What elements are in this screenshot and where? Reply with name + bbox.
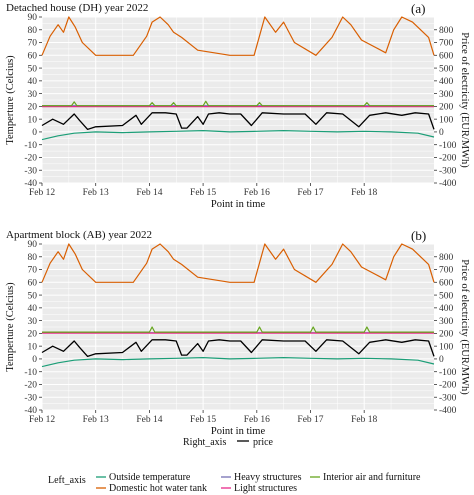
tick-label-right: -200	[439, 381, 457, 391]
tick-label-right: -100	[439, 141, 457, 151]
tick-label-x: Feb 12	[29, 415, 55, 425]
legend-right-axis-title: Right_axis	[183, 437, 226, 448]
legend-light-label: Light structures	[234, 483, 297, 494]
series-line-dhw	[41, 16, 435, 56]
y-axis-label-right: Price of electricity (EUR/MWh)	[459, 32, 470, 168]
legend-left-axis-title: Left_axis	[48, 475, 86, 486]
tick-label-left: -40	[24, 406, 37, 416]
legend-price-label: price	[253, 437, 274, 448]
tick-label-left: 90	[28, 240, 38, 250]
tick-label-x: Feb 18	[351, 188, 377, 198]
tick-label-left: 20	[28, 103, 38, 113]
tick-label-left: 0	[32, 355, 37, 365]
tick-label-right: -100	[439, 368, 457, 378]
tick-label-right: 0	[439, 128, 444, 138]
tick-label-right: 400	[439, 304, 454, 314]
tick-label-left: -20	[24, 154, 37, 164]
tick-label-right: 400	[439, 77, 454, 87]
tick-label-x: Feb 15	[190, 415, 216, 425]
tick-label-x: Feb 14	[136, 415, 162, 425]
tick-label-left: 90	[28, 13, 38, 23]
tick-label-right: 0	[439, 355, 444, 365]
tick-label-right: -200	[439, 154, 457, 164]
series-line-dhw	[41, 243, 435, 283]
tick-label-x: Feb 16	[244, 188, 270, 198]
tick-label-right: 200	[439, 330, 454, 340]
tick-label-right: -300	[439, 393, 457, 403]
tick-label-left: 70	[28, 39, 38, 49]
tick-label-left: 50	[28, 64, 38, 74]
legend-dhw-label: Domestic hot water tank	[109, 483, 207, 494]
tick-label-left: 60	[28, 52, 38, 62]
tick-label-x: Feb 15	[190, 188, 216, 198]
tick-label-x: Feb 14	[136, 188, 162, 198]
tick-label-right: 200	[439, 103, 454, 113]
tick-label-left: -20	[24, 381, 37, 391]
tick-label-x: Feb 16	[244, 415, 270, 425]
x-axis-label: Point in time	[211, 426, 266, 437]
tick-label-left: -30	[24, 393, 37, 403]
series-line-interior	[42, 100, 434, 107]
tick-label-right: 100	[439, 342, 454, 352]
tick-label-x: Feb 17	[297, 188, 323, 198]
panel-dh: Detached house (DH) year 2022 (a) -40 -30 -2…	[5, 1, 470, 210]
tick-label-left: -10	[24, 141, 37, 151]
legend-outside-label: Outside temperature	[109, 472, 191, 483]
tick-label-left: 40	[28, 304, 38, 314]
panel-title: Detached house (DH) year 2022	[6, 2, 148, 14]
panel-ab: Apartment block (AB) year 2022 (b) -40 -30 -…	[5, 228, 470, 437]
tick-label-right: 300	[439, 90, 454, 100]
tick-label-left: -40	[24, 179, 37, 189]
tick-label-right: -400	[439, 179, 457, 189]
tick-label-left: 10	[28, 342, 38, 352]
tick-label-right: 300	[439, 317, 454, 327]
tick-label-left: -30	[24, 166, 37, 176]
tick-label-right: 700	[439, 39, 454, 49]
series-line-interior	[42, 326, 434, 333]
series-line-outside	[41, 357, 435, 368]
tick-label-right: 800	[439, 253, 454, 263]
tick-label-right: 500	[439, 64, 454, 74]
legend-heavy-label: Heavy structures	[234, 472, 302, 483]
tick-label-left: 70	[28, 266, 38, 276]
series-line-price	[41, 112, 435, 131]
legend: Right_axis price Left_axis Outside tempe…	[48, 437, 421, 494]
panel-title: Apartment block (AB) year 2022	[6, 229, 152, 241]
tick-label-right: -300	[439, 166, 457, 176]
tick-label-right: 500	[439, 291, 454, 301]
tick-label-right: 700	[439, 266, 454, 276]
panel-tag: (a)	[411, 1, 425, 16]
series-line-outside	[41, 130, 435, 141]
y-axis-label-left: Temperture (Celcius)	[5, 282, 16, 372]
tick-label-x: Feb 13	[83, 415, 109, 425]
series-line-price	[41, 339, 435, 358]
tick-label-left: 80	[28, 26, 38, 36]
tick-label-left: 30	[28, 90, 38, 100]
tick-label-left: 10	[28, 115, 38, 125]
tick-label-left: 40	[28, 77, 38, 87]
tick-label-left: -10	[24, 368, 37, 378]
tick-label-x: Feb 13	[83, 188, 109, 198]
tick-label-left: 50	[28, 291, 38, 301]
legend-interior-label: Interior air and furniture	[323, 472, 421, 483]
tick-label-right: 800	[439, 26, 454, 36]
tick-label-x: Feb 18	[351, 415, 377, 425]
tick-label-left: 60	[28, 279, 38, 289]
tick-label-right: 100	[439, 115, 454, 125]
tick-label-right: 600	[439, 279, 454, 289]
y-axis-label-left: Temperture (Celcius)	[5, 55, 16, 145]
tick-label-left: 0	[32, 128, 37, 138]
tick-label-right: -400	[439, 406, 457, 416]
y-axis-label-right: Price of electricity (EUR/MWh)	[459, 259, 470, 395]
tick-label-left: 30	[28, 317, 38, 327]
x-axis-label: Point in time	[211, 199, 266, 210]
tick-label-left: 20	[28, 330, 38, 340]
tick-label-x: Feb 12	[29, 188, 55, 198]
panel-tag: (b)	[411, 228, 426, 243]
tick-label-x: Feb 17	[297, 415, 323, 425]
tick-label-left: 80	[28, 253, 38, 263]
tick-label-right: 600	[439, 52, 454, 62]
